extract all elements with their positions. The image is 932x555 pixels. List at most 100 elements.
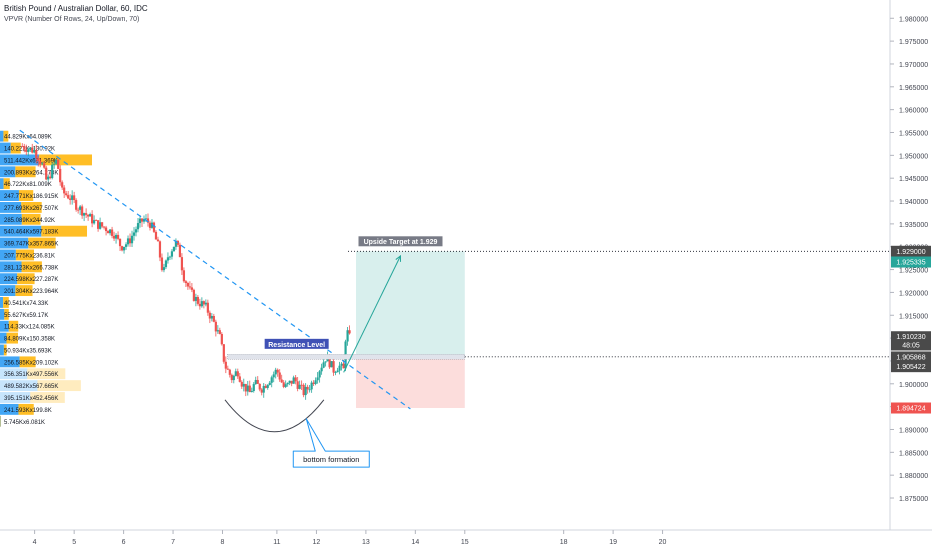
candle-body (119, 239, 121, 246)
candle-body (81, 206, 83, 215)
price-tick-label: 1.880000 (899, 473, 928, 480)
candle-body (189, 286, 191, 287)
candle-body (169, 257, 171, 258)
candle-body (91, 214, 93, 223)
price-tick-label: 1.980000 (899, 16, 928, 23)
candle-body (251, 391, 253, 392)
volume-profile-row-label: 356.351Kx497.556K (4, 372, 58, 378)
candle-body (193, 290, 195, 301)
volume-profile-row-label: 84.809Kx150.358K (4, 337, 55, 343)
price-tick-label: 1.970000 (899, 62, 928, 69)
candle-body (75, 200, 77, 210)
candle-body (105, 228, 107, 232)
volume-profile-row-label: 114.33Kx124.085K (4, 325, 55, 331)
candle-body (161, 258, 163, 271)
volume-profile-row-label: 247.771Kx186.915K (4, 194, 58, 200)
time-tick-label: 5 (72, 539, 76, 546)
target-label[interactable]: Upside Target at 1.929 (364, 239, 438, 246)
candle-body (117, 235, 119, 239)
candle-body (209, 313, 211, 319)
candle-body (109, 230, 111, 234)
candle-body (103, 227, 105, 228)
candle-body (197, 297, 199, 304)
volume-profile-row-label: 540.464Kx597.183K (4, 230, 58, 236)
descending-trendline[interactable] (20, 130, 411, 409)
candle-body (323, 362, 325, 367)
candle-body (79, 206, 81, 209)
candle-body (107, 231, 109, 233)
time-tick-label: 19 (609, 539, 617, 546)
price-tick-label: 1.940000 (899, 199, 928, 206)
candle-body (253, 384, 255, 391)
candle-body (321, 368, 323, 372)
candle-body (39, 161, 41, 164)
price-tick-label: 1.890000 (899, 427, 928, 434)
time-tick-label: 13 (362, 539, 370, 546)
indicator-legend[interactable]: VPVR (Number Of Rows, 24, Up/Down, 70) (4, 14, 148, 25)
price-tick-label: 1.965000 (899, 85, 928, 92)
candle-body (25, 150, 27, 152)
candle-body (101, 222, 103, 226)
candle-body (271, 377, 273, 382)
candle-body (311, 383, 313, 390)
candle-body (279, 372, 281, 379)
candle-body (93, 220, 95, 223)
candle-body (211, 316, 213, 319)
candle-body (31, 148, 33, 153)
candle-body (135, 229, 137, 232)
price-tick-label: 1.955000 (899, 131, 928, 138)
candle-body (131, 236, 133, 243)
candle-body (65, 193, 67, 195)
time-tick-label: 7 (171, 539, 175, 546)
time-tick-label: 20 (659, 539, 667, 546)
price-tick-label: 1.915000 (899, 313, 928, 320)
volume-profile-row-label: 489.582Kx567.665K (4, 384, 58, 390)
candle-body (45, 168, 47, 180)
candle-body (263, 386, 265, 393)
volume-profile-row-label: 46.722Kx81.009K (4, 182, 52, 188)
candle-body (181, 257, 183, 270)
candle-body (291, 381, 293, 384)
candle-body (273, 374, 275, 377)
volume-profile-row-label: 207.775Kx236.81K (4, 253, 55, 259)
candle-body (301, 385, 303, 386)
candle-body (295, 377, 297, 381)
price-tick-label: 1.900000 (899, 382, 928, 389)
candle-body (247, 386, 249, 392)
axis-price-tag-label: 1.929000 (896, 249, 925, 256)
candle-body (217, 330, 219, 331)
resistance-label[interactable]: Resistance Level (268, 342, 325, 349)
axis-price-tag-label: 1.925335 (896, 260, 925, 267)
target-zone[interactable] (356, 251, 465, 357)
price-tick-label: 1.935000 (899, 222, 928, 229)
axis-price-tag-label: 1.905868 (896, 354, 925, 361)
candle-body (336, 371, 338, 373)
volume-profile-row-label: 241.593Kx199.8K (4, 408, 52, 414)
time-tick-label: 15 (461, 539, 469, 546)
candle-body (239, 376, 241, 381)
candle-body (319, 371, 321, 377)
candle-body (23, 146, 25, 149)
candle-body (99, 222, 101, 229)
candle-body (59, 169, 61, 182)
candle-body (287, 383, 289, 384)
candle-body (137, 223, 139, 229)
candle-body (83, 213, 85, 216)
candle-body (139, 219, 141, 223)
candle-body (191, 287, 193, 289)
candle-body (163, 267, 165, 270)
resistance-band[interactable] (227, 354, 464, 359)
candle-body (97, 220, 99, 229)
price-tick-label: 1.925000 (899, 268, 928, 275)
candle-body (55, 160, 57, 164)
candle-body (95, 220, 97, 221)
candle-body (249, 386, 251, 392)
volume-profile-row-label: 140.222Kx130.92K (4, 147, 55, 153)
candle-body (207, 303, 209, 313)
candle-body (297, 381, 299, 389)
candle-body (233, 376, 235, 380)
candle-body (235, 371, 237, 376)
